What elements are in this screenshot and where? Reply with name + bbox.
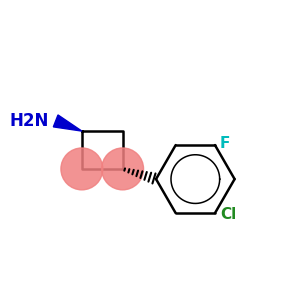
Text: F: F [219, 136, 230, 151]
Polygon shape [53, 115, 82, 131]
Text: H2N: H2N [9, 112, 48, 130]
Circle shape [102, 148, 143, 190]
Text: Cl: Cl [220, 207, 236, 222]
Circle shape [61, 148, 103, 190]
